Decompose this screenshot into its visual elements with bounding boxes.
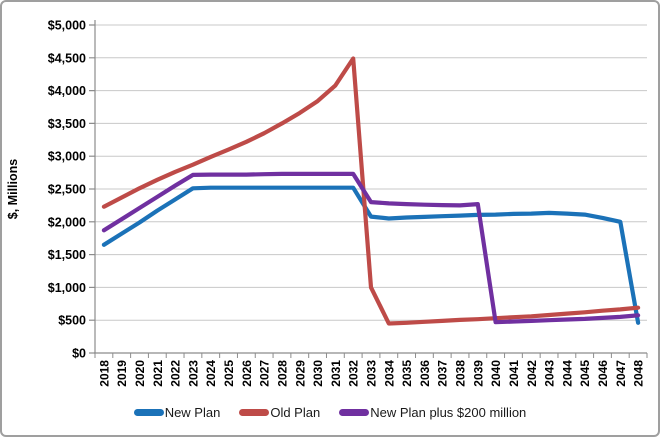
svg-text:2024: 2024 xyxy=(204,360,218,387)
svg-text:$0: $0 xyxy=(72,347,86,361)
svg-text:2044: 2044 xyxy=(560,360,574,387)
svg-text:2020: 2020 xyxy=(133,360,147,387)
svg-text:2040: 2040 xyxy=(489,360,503,387)
svg-text:2047: 2047 xyxy=(614,360,628,387)
svg-text:$4,000: $4,000 xyxy=(48,84,86,98)
svg-text:$3,500: $3,500 xyxy=(48,117,86,131)
svg-text:2038: 2038 xyxy=(454,360,468,387)
svg-text:2048: 2048 xyxy=(632,360,646,387)
legend-line-swatch-new-plan-plus xyxy=(339,408,370,416)
svg-text:$2,000: $2,000 xyxy=(48,215,86,229)
svg-text:2023: 2023 xyxy=(186,360,200,387)
legend-label-new-plan-plus: New Plan plus $200 million xyxy=(370,404,527,420)
svg-text:2035: 2035 xyxy=(400,360,414,387)
svg-text:2033: 2033 xyxy=(365,360,379,387)
svg-text:$2,500: $2,500 xyxy=(48,183,86,197)
svg-text:2034: 2034 xyxy=(382,360,396,387)
svg-text:2028: 2028 xyxy=(275,360,289,387)
svg-text:2043: 2043 xyxy=(543,360,557,387)
legend-item-new-plan-plus: New Plan plus $200 million xyxy=(339,405,526,420)
svg-text:2026: 2026 xyxy=(240,360,254,387)
svg-text:$1,500: $1,500 xyxy=(48,248,86,262)
line-chart-canvas: $0 $500 $1,000 $1,500 $2,000 $2,500 $3,000 $3,5… xyxy=(6,19,648,387)
svg-text:2039: 2039 xyxy=(471,360,485,387)
svg-text:2046: 2046 xyxy=(596,360,610,387)
chart-legend: New Plan Old Plan New Plan plus $200 mil… xyxy=(2,396,658,428)
svg-text:2018: 2018 xyxy=(97,360,111,387)
svg-text:2036: 2036 xyxy=(418,360,432,387)
svg-text:2025: 2025 xyxy=(222,360,236,387)
svg-text:2045: 2045 xyxy=(578,360,592,387)
svg-text:2032: 2032 xyxy=(347,360,361,387)
svg-text:2029: 2029 xyxy=(293,360,307,387)
svg-text:2041: 2041 xyxy=(507,360,521,387)
legend-item-old-plan: Old Plan xyxy=(239,405,320,420)
svg-text:$, Millions: $, Millions xyxy=(6,159,20,219)
svg-text:$5,000: $5,000 xyxy=(48,19,86,33)
svg-text:2037: 2037 xyxy=(436,360,450,387)
svg-text:2027: 2027 xyxy=(258,360,272,387)
svg-text:2042: 2042 xyxy=(525,360,539,387)
svg-text:$4,500: $4,500 xyxy=(48,51,86,65)
svg-text:$3,000: $3,000 xyxy=(48,150,86,164)
svg-text:2021: 2021 xyxy=(151,360,165,387)
svg-text:2022: 2022 xyxy=(169,360,183,387)
chart-plot-area: $0 $500 $1,000 $1,500 $2,000 $2,500 $3,000 $3,5… xyxy=(2,2,658,398)
svg-text:2030: 2030 xyxy=(311,360,325,387)
svg-text:$1,000: $1,000 xyxy=(48,281,86,295)
legend-line-swatch-old-plan xyxy=(239,408,270,416)
legend-label-old-plan: Old Plan xyxy=(270,404,321,420)
svg-text:$500: $500 xyxy=(58,314,86,328)
legend-item-new-plan: New Plan xyxy=(133,404,221,420)
svg-text:2019: 2019 xyxy=(115,360,129,387)
legend-label-new-plan: New Plan xyxy=(164,404,221,420)
legend-line-swatch-new-plan xyxy=(133,408,164,416)
svg-text:2031: 2031 xyxy=(329,360,343,387)
